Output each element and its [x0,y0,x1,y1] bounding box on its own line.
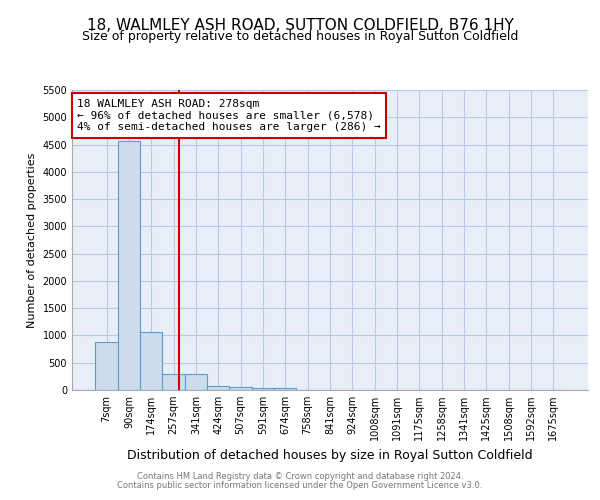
Bar [207,386,229,390]
Bar [229,387,252,390]
Bar [252,388,274,390]
Bar [140,332,163,390]
Bar [118,142,140,390]
X-axis label: Distribution of detached houses by size in Royal Sutton Coldfield: Distribution of detached houses by size … [127,448,533,462]
Text: Contains HM Land Registry data © Crown copyright and database right 2024.: Contains HM Land Registry data © Crown c… [137,472,463,481]
Bar [274,388,296,390]
Text: Contains public sector information licensed under the Open Government Licence v3: Contains public sector information licen… [118,481,482,490]
Bar [95,342,118,390]
Text: 18, WALMLEY ASH ROAD, SUTTON COLDFIELD, B76 1HY: 18, WALMLEY ASH ROAD, SUTTON COLDFIELD, … [86,18,514,32]
Y-axis label: Number of detached properties: Number of detached properties [27,152,37,328]
Text: Size of property relative to detached houses in Royal Sutton Coldfield: Size of property relative to detached ho… [82,30,518,43]
Bar [185,374,207,390]
Bar [163,374,185,390]
Text: 18 WALMLEY ASH ROAD: 278sqm
← 96% of detached houses are smaller (6,578)
4% of s: 18 WALMLEY ASH ROAD: 278sqm ← 96% of det… [77,99,381,132]
